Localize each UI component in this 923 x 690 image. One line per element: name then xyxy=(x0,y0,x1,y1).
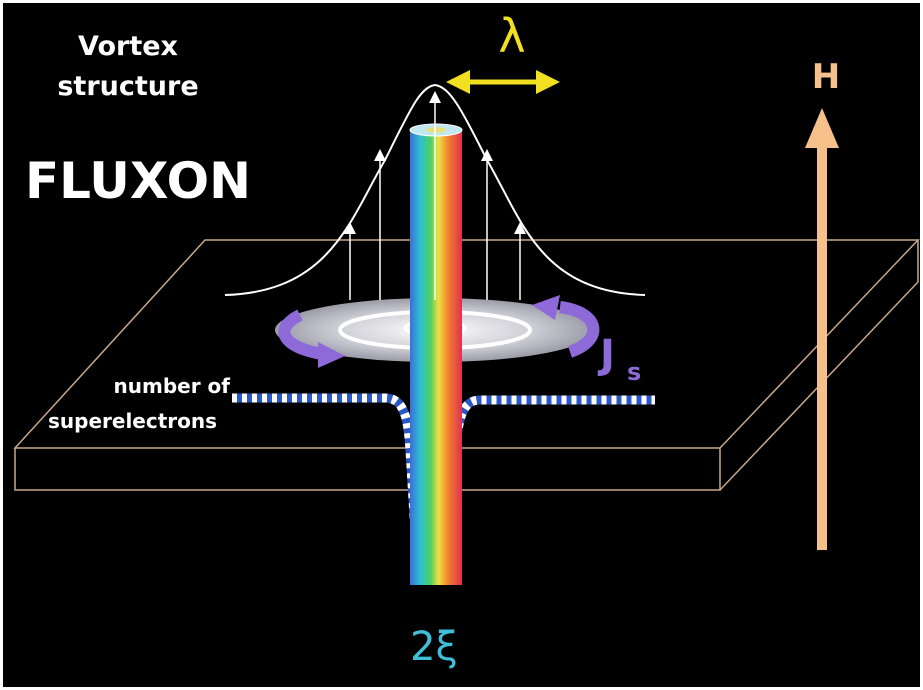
current-arrow-left xyxy=(278,309,331,361)
superelectrons-label: superelectrons xyxy=(48,409,217,433)
field-arrows xyxy=(344,91,526,300)
field-label: H xyxy=(812,57,840,97)
lambda-arrowheads xyxy=(446,70,560,94)
vortex-core xyxy=(410,130,462,585)
title-line: Vortex xyxy=(78,31,178,62)
current-arrowhead-right xyxy=(532,295,560,320)
fluxon-label: FLUXON xyxy=(25,152,251,210)
superconductor-slab xyxy=(13,239,920,491)
core-top-inner xyxy=(426,127,446,133)
superelectrons-label: number of xyxy=(114,374,231,398)
field-arrowhead xyxy=(805,108,839,148)
current-arrow-right xyxy=(558,301,600,358)
current-label: J xyxy=(597,332,615,378)
title-line: structure xyxy=(57,71,198,102)
coherence-label: 2ξ xyxy=(410,624,458,670)
current-arrowhead-left xyxy=(318,342,345,368)
current-subscript: s xyxy=(627,358,641,386)
lambda-label: λ xyxy=(498,9,525,63)
field-profile xyxy=(224,83,646,296)
